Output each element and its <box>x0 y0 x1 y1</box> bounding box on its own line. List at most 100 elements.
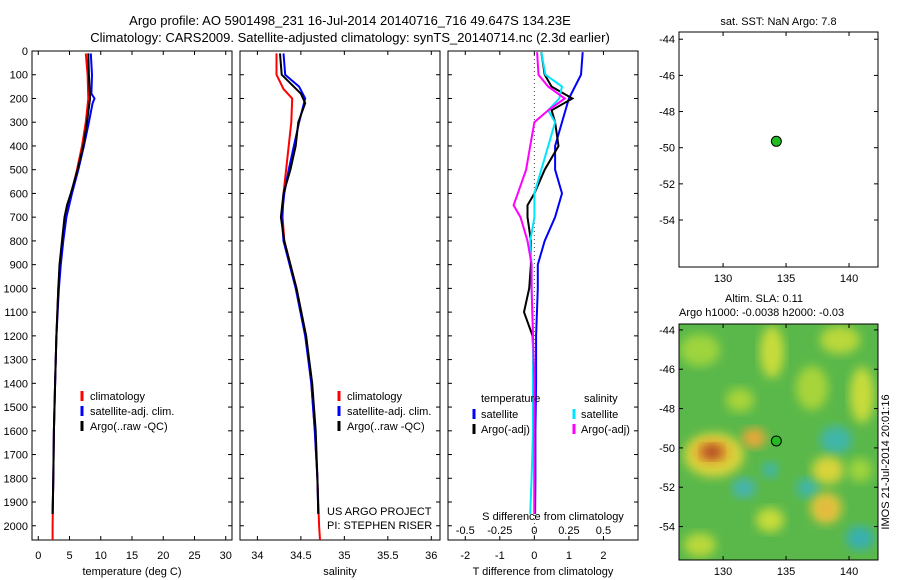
plot-frame-temperature <box>31 50 233 541</box>
y-tick-label-sla: -48 <box>659 404 675 416</box>
legend-label-difference-t: Argo(-adj) <box>481 424 530 436</box>
x2-tick-label: 0 <box>531 525 537 537</box>
x2-tick-label: -0.5 <box>456 525 475 537</box>
x-tick-label-salinity: 35 <box>338 550 350 562</box>
plot-frame-salinity <box>239 50 441 541</box>
map-frame-sla <box>678 323 879 561</box>
x-tick-label-salinity: 36 <box>425 550 437 562</box>
x2-axis-label: S difference from climatology <box>482 511 624 523</box>
series-line-salinity-satellite-adj-clim- <box>280 53 320 514</box>
y-tick-label: 200 <box>10 93 28 105</box>
sla-anomaly-patch <box>812 456 844 484</box>
legend-label-difference-s: Argo(-adj) <box>581 424 630 436</box>
y-tick-label-sla: -54 <box>659 522 675 534</box>
sla-anomaly-patch <box>742 428 766 448</box>
y-tick-label: 1300 <box>4 355 28 367</box>
legend-label-temperature: climatology <box>90 391 146 403</box>
series-line-salinity-argo-raw-qc- <box>279 53 320 514</box>
y-tick-label: 600 <box>10 188 28 200</box>
legend-label-salinity: climatology <box>347 391 403 403</box>
map-title-sla-line2: Argo h1000: -0.0038 h2000: -0.03 <box>679 307 844 319</box>
y-tick-label: 300 <box>10 117 28 129</box>
y-tick-label: 1500 <box>4 402 28 414</box>
legend-label-difference-t: satellite <box>481 409 518 421</box>
plot-frame-difference <box>447 50 639 541</box>
x-tick-label-sla: 135 <box>777 566 795 578</box>
legend-label-salinity: satellite-adj. clim. <box>347 406 431 418</box>
x-tick-label-sla: 140 <box>840 566 858 578</box>
legend-header-temperature: temperature <box>481 393 540 405</box>
y-tick-label-sla: -46 <box>659 364 675 376</box>
y-tick-label: 1400 <box>4 378 28 390</box>
x2-tick-label: 0.25 <box>558 525 579 537</box>
y-tick-label-sst: -54 <box>659 215 675 227</box>
sla-anomaly-patch <box>846 526 874 550</box>
legend-label-temperature: satellite-adj. clim. <box>90 406 174 418</box>
x-tick-label-temperature: 15 <box>126 550 138 562</box>
sla-anomaly-patch <box>702 445 722 459</box>
sla-anomaly-patch <box>818 502 834 518</box>
sla-anomaly-patch <box>756 508 784 532</box>
x-tick-label-difference: -2 <box>460 550 470 562</box>
x-tick-label-temperature: 20 <box>157 550 169 562</box>
x-tick-label-salinity: 35.5 <box>377 550 398 562</box>
argo-position-marker-sst <box>770 135 782 147</box>
map-frame-sst <box>678 31 879 268</box>
imos-timestamp: IMOS 21-Jul-2014 20:01:16 <box>880 394 892 529</box>
x-tick-label-temperature: 25 <box>188 550 200 562</box>
project-annotation-line: PI: STEPHEN RISER <box>327 520 432 532</box>
plot-title-line1: Argo profile: AO 5901498_231 16-Jul-2014… <box>129 13 571 28</box>
x-tick-label-salinity: 34 <box>251 550 263 562</box>
sla-anomaly-patch <box>796 366 828 410</box>
sla-anomaly-patch <box>684 533 716 557</box>
sla-anomaly-patch <box>850 367 874 423</box>
y-tick-label: 1700 <box>4 450 28 462</box>
series-line-difference-satellite <box>534 52 584 514</box>
legend-label-salinity: Argo(..raw -QC) <box>347 421 425 433</box>
x-tick-label-temperature: 30 <box>220 550 232 562</box>
x-tick-label-temperature: 0 <box>35 550 41 562</box>
y-tick-label: 1000 <box>4 283 28 295</box>
sla-anomaly-patch <box>820 326 860 354</box>
y-tick-label: 1100 <box>4 307 28 319</box>
series-line-difference-argo-adj-s- <box>512 52 567 514</box>
argo-position-marker-sla <box>770 435 782 447</box>
y-tick-label: 400 <box>10 141 28 153</box>
y-tick-label-sla: -44 <box>659 325 675 337</box>
x2-tick-label: -0.25 <box>487 525 512 537</box>
legend-label-temperature: Argo(..raw -QC) <box>90 421 168 433</box>
map-title-sst: sat. SST: NaN Argo: 7.8 <box>720 16 836 28</box>
y-tick-label-sst: -44 <box>659 34 675 46</box>
y-tick-label: 800 <box>10 236 28 248</box>
sla-anomaly-patch <box>796 478 820 498</box>
x-tick-label-difference: 0 <box>531 550 537 562</box>
x-tick-label-sst: 130 <box>714 273 732 285</box>
y-tick-label-sst: -48 <box>659 107 675 119</box>
x-tick-label-sla: 130 <box>714 566 732 578</box>
legend-label-difference-s: satellite <box>581 409 618 421</box>
y-tick-label: 500 <box>10 165 28 177</box>
plot-title-line2: Climatology: CARS2009. Satellite-adjuste… <box>90 30 610 45</box>
y-tick-label: 900 <box>10 260 28 272</box>
y-tick-label: 1600 <box>4 426 28 438</box>
legend-header-salinity: salinity <box>584 393 618 405</box>
x-tick-label-temperature: 5 <box>66 550 72 562</box>
x-tick-label-temperature: 10 <box>95 550 107 562</box>
x-axis-label-difference: T difference from climatology <box>473 566 614 578</box>
sla-anomaly-patch <box>732 478 756 498</box>
map-title-sla-line1: Altim. SLA: 0.11 <box>725 293 803 305</box>
y-tick-label: 1800 <box>4 473 28 485</box>
x-tick-label-sst: 140 <box>840 273 858 285</box>
y-tick-label-sst: -50 <box>659 143 675 155</box>
x-tick-label-difference: 1 <box>566 550 572 562</box>
y-tick-label: 700 <box>10 212 28 224</box>
x-tick-label-difference: -1 <box>495 550 505 562</box>
y-tick-label: 100 <box>10 70 28 82</box>
y-tick-label: 1900 <box>4 497 28 509</box>
x-tick-label-salinity: 34.5 <box>290 550 311 562</box>
sla-anomaly-patch <box>762 462 778 478</box>
y-tick-label-sst: -52 <box>659 179 675 191</box>
sla-anomaly-patch <box>680 334 720 366</box>
series-line-temperature-argo-raw-qc- <box>51 53 92 514</box>
